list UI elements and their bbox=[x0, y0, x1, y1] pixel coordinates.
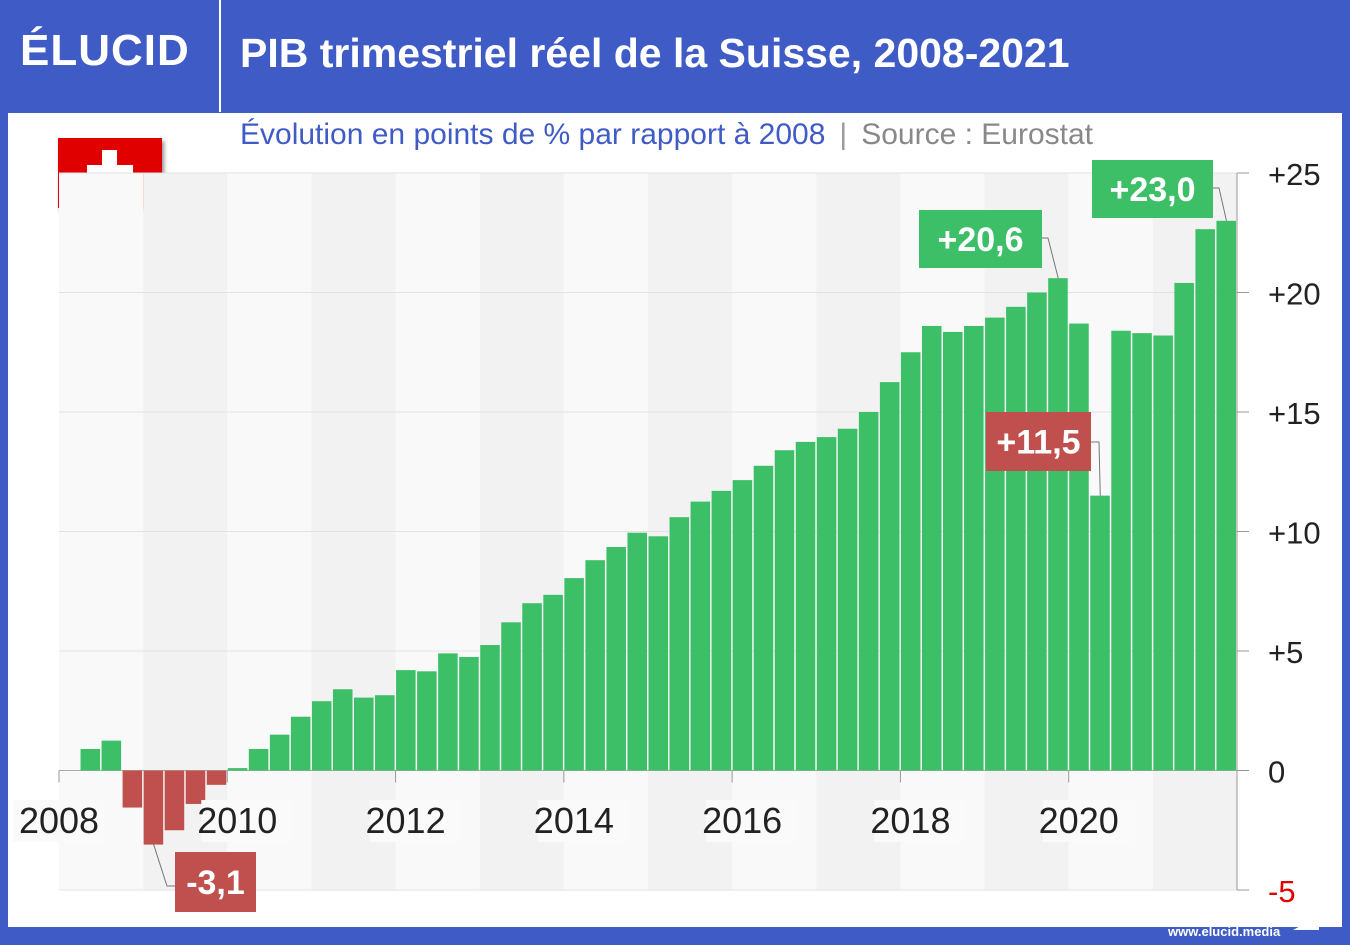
bar bbox=[396, 670, 416, 771]
x-tick-label: 2018 bbox=[870, 800, 950, 841]
bar bbox=[564, 578, 584, 771]
x-tick-label: 2008 bbox=[19, 800, 99, 841]
y-tick-label: +10 bbox=[1268, 516, 1321, 551]
bar bbox=[543, 594, 563, 771]
x-label-bg bbox=[201, 800, 294, 842]
bar bbox=[269, 734, 290, 771]
bar bbox=[985, 317, 1005, 771]
bar bbox=[332, 689, 353, 771]
annotation-leader bbox=[1042, 237, 1059, 279]
bar bbox=[1195, 229, 1215, 771]
data-label: +20,6 bbox=[937, 221, 1023, 259]
bar bbox=[522, 603, 542, 771]
bar bbox=[480, 645, 500, 771]
y-tick-label: +5 bbox=[1268, 635, 1303, 670]
y-tick-label: -5 bbox=[1268, 874, 1296, 909]
annotation-leader bbox=[1091, 441, 1101, 496]
bar bbox=[943, 331, 963, 771]
x-label-bg bbox=[1042, 800, 1135, 842]
bar bbox=[1006, 306, 1026, 771]
bar bbox=[354, 697, 374, 771]
elucid-mark-icon bbox=[1293, 916, 1319, 930]
x-tick-label: 2016 bbox=[702, 800, 782, 841]
annotation-box bbox=[986, 412, 1091, 471]
bar bbox=[501, 622, 521, 771]
x-label-bg bbox=[874, 800, 967, 842]
bar bbox=[185, 770, 206, 804]
bar bbox=[1153, 335, 1173, 771]
bar bbox=[311, 701, 332, 771]
bar bbox=[795, 441, 816, 771]
annotation-leader bbox=[1213, 187, 1227, 221]
y-tick-label: 0 bbox=[1268, 755, 1285, 790]
annotation-box bbox=[919, 210, 1042, 268]
bar bbox=[627, 532, 647, 771]
source-text: Source : Eurostat bbox=[861, 118, 1093, 151]
chart-subtitle: Évolution en points de % par rapport à 2… bbox=[240, 118, 1093, 152]
bar bbox=[837, 428, 858, 771]
bar bbox=[858, 412, 879, 771]
x-label-bg bbox=[369, 800, 462, 842]
bar bbox=[1216, 220, 1236, 771]
bar bbox=[122, 770, 143, 808]
bar bbox=[648, 536, 669, 771]
elucid-logo: ÉLUCID bbox=[20, 26, 190, 75]
bar bbox=[164, 770, 185, 831]
bar bbox=[417, 671, 437, 771]
data-label: +23,0 bbox=[1109, 171, 1195, 209]
y-tick-label: +15 bbox=[1268, 396, 1321, 431]
chart-title: PIB trimestriel réel de la Suisse, 2008-… bbox=[240, 30, 1070, 76]
header-divider bbox=[219, 0, 221, 112]
bar bbox=[459, 656, 479, 771]
x-tick-label: 2012 bbox=[366, 800, 446, 841]
bar bbox=[143, 770, 164, 845]
bar bbox=[1132, 333, 1152, 771]
bar bbox=[206, 770, 227, 785]
bar bbox=[816, 437, 837, 771]
bar bbox=[879, 382, 900, 771]
x-tick-label: 2010 bbox=[197, 800, 277, 841]
subtitle-separator: | bbox=[839, 118, 848, 151]
subtitle-text: Évolution en points de % par rapport à 2… bbox=[240, 118, 826, 151]
y-tick-label: +20 bbox=[1268, 277, 1321, 312]
bar bbox=[1174, 282, 1194, 771]
bar bbox=[227, 768, 248, 771]
x-label-bg bbox=[537, 800, 630, 842]
bar bbox=[964, 325, 984, 771]
bar bbox=[290, 716, 311, 771]
bar bbox=[921, 325, 942, 771]
bar bbox=[774, 450, 795, 771]
x-label-bg bbox=[13, 800, 105, 842]
data-label: -3,1 bbox=[186, 864, 245, 902]
bar bbox=[690, 501, 711, 771]
x-tick-label: 2020 bbox=[1039, 800, 1119, 841]
bar bbox=[606, 547, 626, 771]
bar bbox=[585, 560, 605, 771]
x-label-bg bbox=[706, 800, 799, 842]
y-tick-label: +25 bbox=[1268, 157, 1321, 192]
bar bbox=[1111, 330, 1131, 771]
bar bbox=[711, 490, 732, 771]
bar bbox=[900, 352, 921, 771]
bar bbox=[732, 480, 753, 771]
annotation-box bbox=[1092, 160, 1213, 218]
bar bbox=[1069, 323, 1089, 771]
bar bbox=[101, 740, 122, 771]
annotation-box bbox=[175, 852, 256, 912]
data-label: +11,5 bbox=[996, 424, 1080, 462]
bar bbox=[1090, 495, 1110, 771]
bar bbox=[1048, 278, 1068, 771]
x-tick-label: 2014 bbox=[534, 800, 614, 841]
bar bbox=[753, 465, 774, 771]
bar bbox=[248, 748, 269, 771]
bar bbox=[438, 653, 458, 771]
annotation-leader bbox=[153, 844, 175, 887]
header: ÉLUCID PIB trimestriel réel de la Suisse… bbox=[0, 0, 1350, 112]
bar bbox=[375, 695, 395, 771]
bar bbox=[80, 748, 101, 771]
bar bbox=[669, 517, 690, 771]
footer-url: www.elucid.media bbox=[1168, 924, 1281, 939]
bar bbox=[1027, 292, 1047, 771]
